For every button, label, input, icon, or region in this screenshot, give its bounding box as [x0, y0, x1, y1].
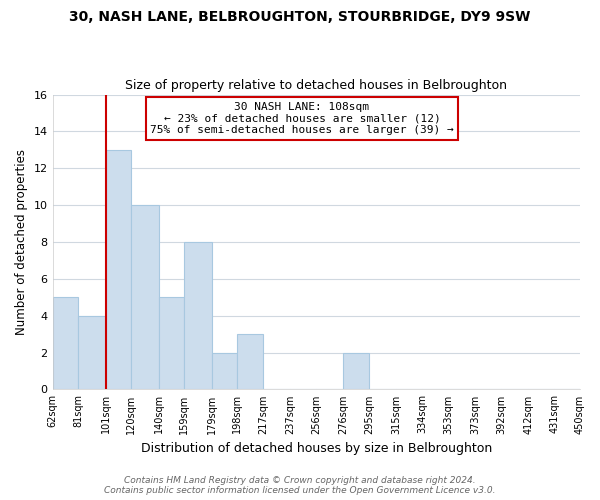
Bar [212, 352, 238, 390]
Bar [343, 352, 369, 390]
Y-axis label: Number of detached properties: Number of detached properties [15, 149, 28, 335]
Bar [158, 298, 184, 390]
Bar [184, 242, 212, 390]
Text: Contains HM Land Registry data © Crown copyright and database right 2024.
Contai: Contains HM Land Registry data © Crown c… [104, 476, 496, 495]
Bar [79, 316, 106, 390]
Text: 30 NASH LANE: 108sqm
← 23% of detached houses are smaller (12)
75% of semi-detac: 30 NASH LANE: 108sqm ← 23% of detached h… [150, 102, 454, 135]
Bar [53, 298, 79, 390]
Text: 30, NASH LANE, BELBROUGHTON, STOURBRIDGE, DY9 9SW: 30, NASH LANE, BELBROUGHTON, STOURBRIDGE… [70, 10, 530, 24]
Bar [131, 205, 158, 390]
X-axis label: Distribution of detached houses by size in Belbroughton: Distribution of detached houses by size … [140, 442, 492, 455]
Bar [238, 334, 263, 390]
Title: Size of property relative to detached houses in Belbroughton: Size of property relative to detached ho… [125, 79, 507, 92]
Bar [106, 150, 131, 390]
